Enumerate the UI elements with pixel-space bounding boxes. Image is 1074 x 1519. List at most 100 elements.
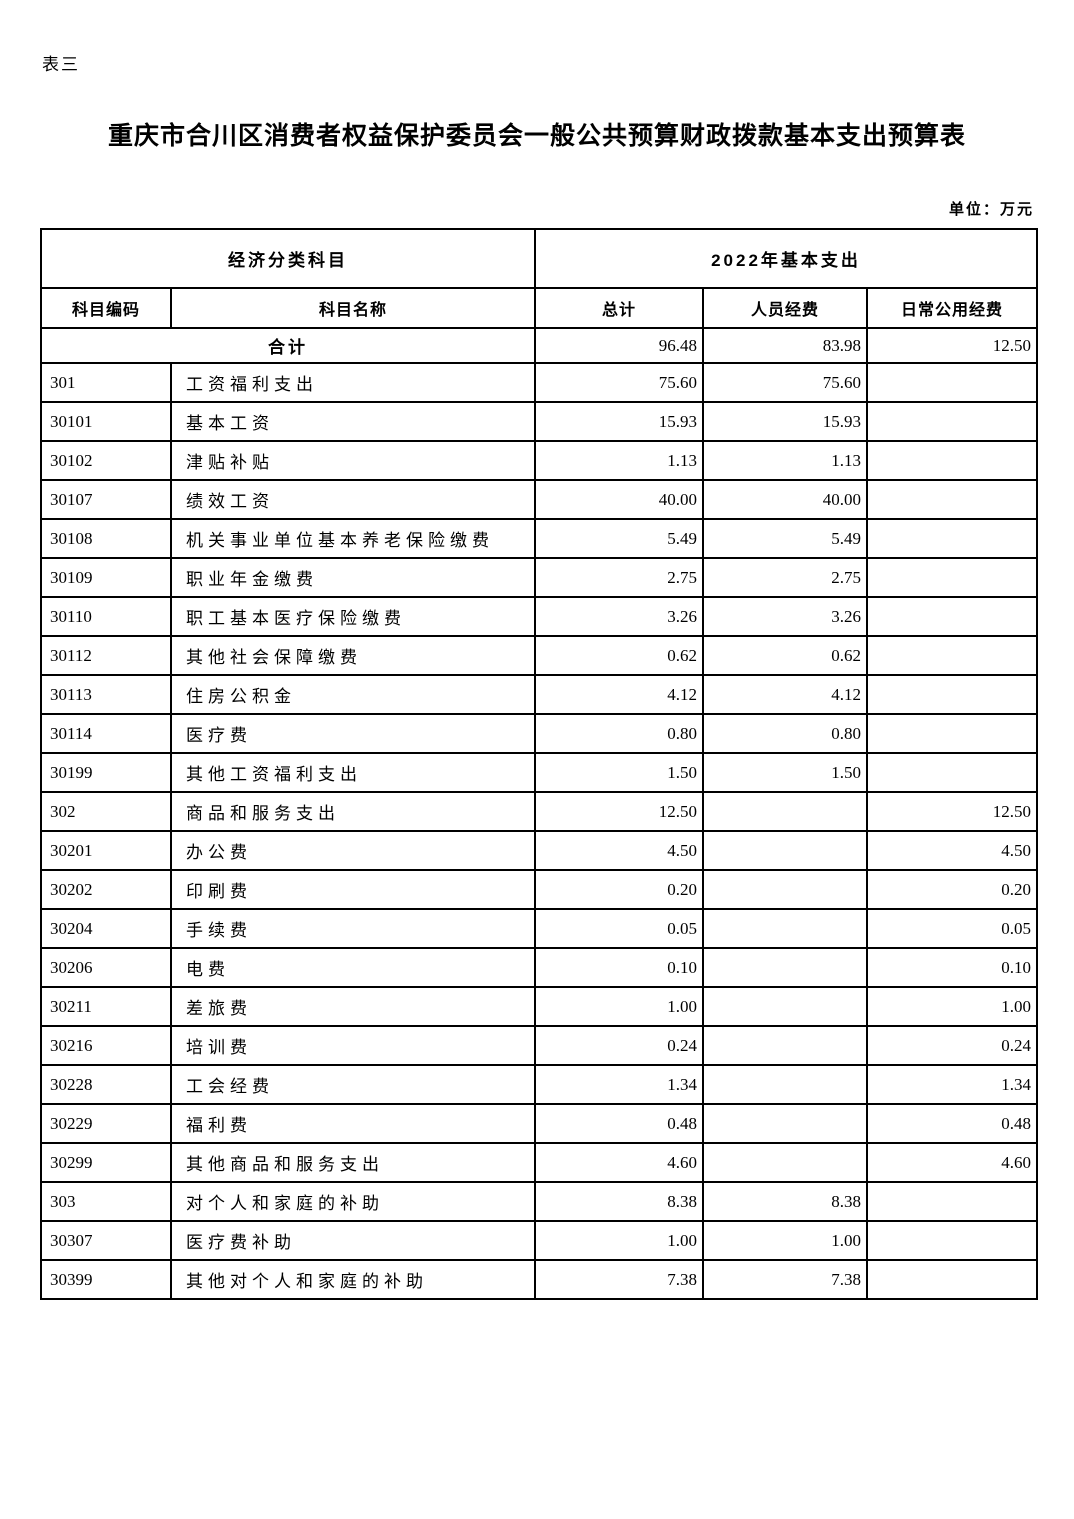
cell-total: 0.05	[534, 908, 704, 949]
cell-subject-code: 30113	[40, 674, 172, 715]
cell-daily-public-funds: 0.20	[866, 869, 1038, 910]
cell-total: 1.13	[534, 440, 704, 481]
cell-daily-public-funds	[866, 518, 1038, 559]
table-row: 30307 医疗费补助 1.00 1.00	[40, 1220, 1038, 1261]
cell-total: 1.00	[534, 986, 704, 1027]
cell-daily-public-funds: 1.34	[866, 1064, 1038, 1105]
cell-daily-public-funds	[866, 557, 1038, 598]
cell-personnel-funds: 0.80	[702, 713, 868, 754]
table-row: 30109 职业年金缴费 2.75 2.75	[40, 557, 1038, 598]
cell-personnel-funds: 5.49	[702, 518, 868, 559]
cell-personnel-funds	[702, 1064, 868, 1105]
cell-personnel-funds: 75.60	[702, 362, 868, 403]
cell-subject-name: 差旅费	[170, 986, 536, 1027]
table-row: 301 工资福利支出 75.60 75.60	[40, 362, 1038, 403]
cell-personnel-funds	[702, 947, 868, 988]
cell-subject-name: 办公费	[170, 830, 536, 871]
cell-subject-name: 机关事业单位基本养老保险缴费	[170, 518, 536, 559]
cell-daily-public-funds: 1.00	[866, 986, 1038, 1027]
cell-total: 5.49	[534, 518, 704, 559]
cell-personnel-funds: 1.50	[702, 752, 868, 793]
cell-personnel-funds: 7.38	[702, 1259, 868, 1300]
cell-total: 0.24	[534, 1025, 704, 1066]
cell-daily-public-funds	[866, 440, 1038, 481]
total-row-personnel: 83.98	[702, 327, 868, 364]
cell-subject-code: 30202	[40, 869, 172, 910]
table-row: 30102 津贴补贴 1.13 1.13	[40, 440, 1038, 481]
total-row-total: 96.48	[534, 327, 704, 364]
total-row-label: 合计	[40, 327, 536, 364]
cell-total: 1.50	[534, 752, 704, 793]
table-row: 30216 培训费 0.24 0.24	[40, 1025, 1038, 1066]
column-header-daily-public-funds: 日常公用经费	[866, 287, 1038, 329]
column-header-personnel-funds: 人员经费	[702, 287, 868, 329]
cell-subject-code: 30110	[40, 596, 172, 637]
cell-total: 0.62	[534, 635, 704, 676]
cell-subject-code: 30399	[40, 1259, 172, 1300]
cell-daily-public-funds: 0.48	[866, 1103, 1038, 1144]
cell-subject-code: 30201	[40, 830, 172, 871]
column-header-total: 总计	[534, 287, 704, 329]
cell-subject-code: 301	[40, 362, 172, 403]
cell-subject-code: 30307	[40, 1220, 172, 1261]
cell-subject-name: 其他对个人和家庭的补助	[170, 1259, 536, 1300]
group-header-row: 经济分类科目 2022年基本支出	[40, 228, 1038, 289]
cell-subject-code: 30109	[40, 557, 172, 598]
cell-personnel-funds: 1.00	[702, 1220, 868, 1261]
cell-total: 3.26	[534, 596, 704, 637]
cell-subject-name: 绩效工资	[170, 479, 536, 520]
cell-daily-public-funds: 4.60	[866, 1142, 1038, 1183]
cell-subject-name: 培训费	[170, 1025, 536, 1066]
cell-daily-public-funds	[866, 596, 1038, 637]
cell-personnel-funds	[702, 1025, 868, 1066]
cell-daily-public-funds	[866, 752, 1038, 793]
cell-subject-name: 津贴补贴	[170, 440, 536, 481]
cell-subject-name: 职业年金缴费	[170, 557, 536, 598]
table-row: 30206 电费 0.10 0.10	[40, 947, 1038, 988]
cell-subject-name: 基本工资	[170, 401, 536, 442]
cell-subject-name: 其他工资福利支出	[170, 752, 536, 793]
cell-personnel-funds: 15.93	[702, 401, 868, 442]
cell-subject-code: 30204	[40, 908, 172, 949]
cell-subject-name: 医疗费	[170, 713, 536, 754]
cell-subject-code: 30114	[40, 713, 172, 754]
cell-daily-public-funds	[866, 674, 1038, 715]
cell-total: 0.20	[534, 869, 704, 910]
cell-daily-public-funds	[866, 479, 1038, 520]
table-row: 30211 差旅费 1.00 1.00	[40, 986, 1038, 1027]
cell-subject-code: 30112	[40, 635, 172, 676]
cell-personnel-funds	[702, 1103, 868, 1144]
cell-subject-name: 职工基本医疗保险缴费	[170, 596, 536, 637]
cell-total: 0.48	[534, 1103, 704, 1144]
cell-subject-code: 30199	[40, 752, 172, 793]
table-row: 30101 基本工资 15.93 15.93	[40, 401, 1038, 442]
cell-subject-code: 30216	[40, 1025, 172, 1066]
cell-personnel-funds: 2.75	[702, 557, 868, 598]
table-row: 30299 其他商品和服务支出 4.60 4.60	[40, 1142, 1038, 1183]
table-row: 30112 其他社会保障缴费 0.62 0.62	[40, 635, 1038, 676]
cell-personnel-funds: 8.38	[702, 1181, 868, 1222]
cell-subject-name: 工会经费	[170, 1064, 536, 1105]
cell-personnel-funds	[702, 986, 868, 1027]
cell-personnel-funds: 40.00	[702, 479, 868, 520]
table-row: 30399 其他对个人和家庭的补助 7.38 7.38	[40, 1259, 1038, 1300]
cell-daily-public-funds: 0.05	[866, 908, 1038, 949]
cell-daily-public-funds	[866, 1259, 1038, 1300]
table-row: 30113 住房公积金 4.12 4.12	[40, 674, 1038, 715]
column-header-subject-code: 科目编码	[40, 287, 172, 329]
cell-daily-public-funds: 4.50	[866, 830, 1038, 871]
cell-subject-name: 商品和服务支出	[170, 791, 536, 832]
cell-subject-name: 医疗费补助	[170, 1220, 536, 1261]
table-row: 30202 印刷费 0.20 0.20	[40, 869, 1038, 910]
cell-subject-name: 住房公积金	[170, 674, 536, 715]
cell-subject-code: 30102	[40, 440, 172, 481]
cell-subject-code: 303	[40, 1181, 172, 1222]
cell-subject-code: 30101	[40, 401, 172, 442]
table-row: 30199 其他工资福利支出 1.50 1.50	[40, 752, 1038, 793]
cell-subject-code: 30206	[40, 947, 172, 988]
cell-total: 75.60	[534, 362, 704, 403]
cell-subject-name: 对个人和家庭的补助	[170, 1181, 536, 1222]
cell-personnel-funds	[702, 869, 868, 910]
cell-total: 2.75	[534, 557, 704, 598]
